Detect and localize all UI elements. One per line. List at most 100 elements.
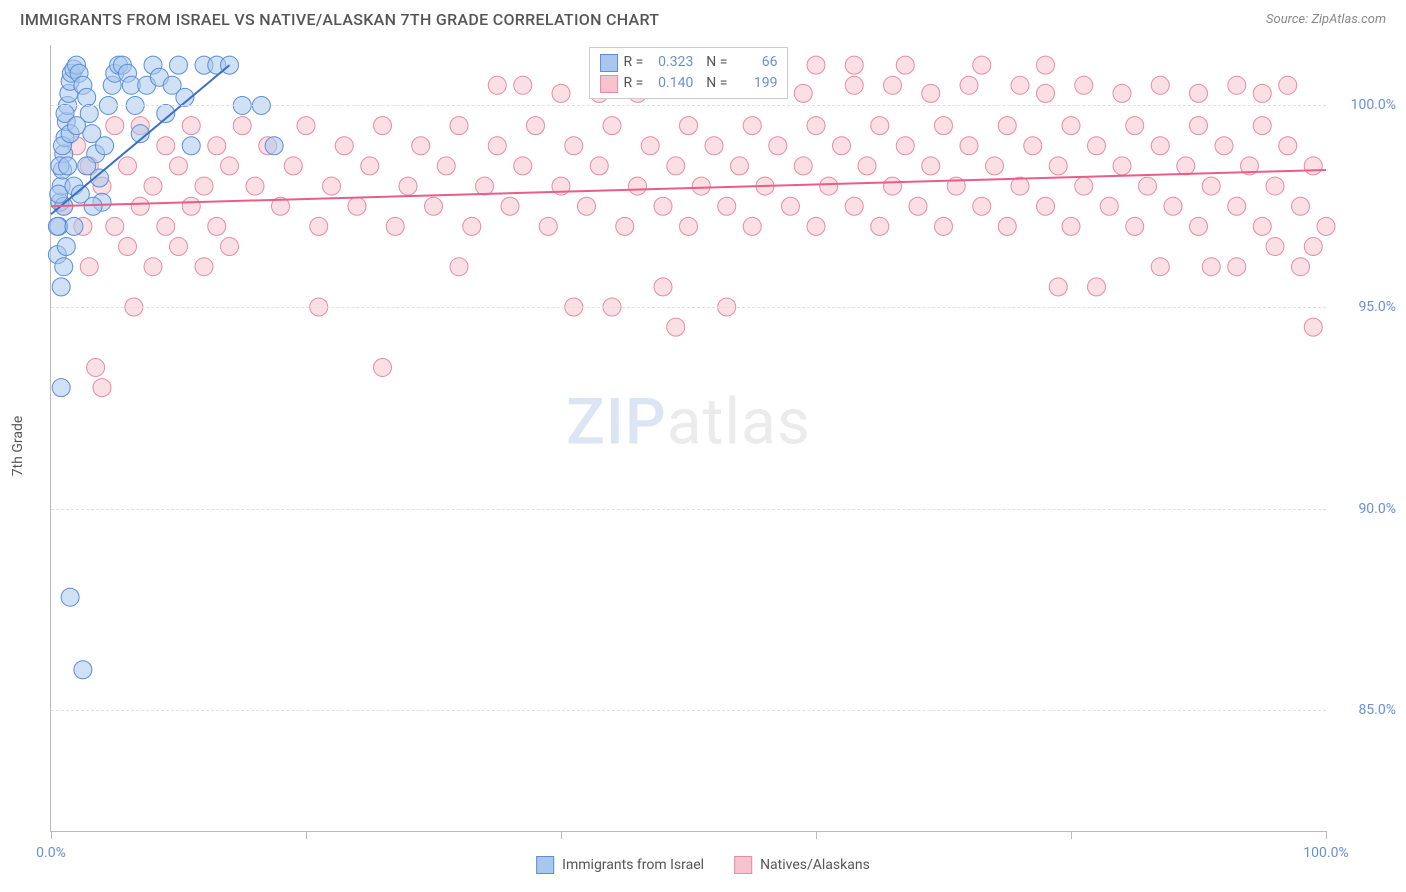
natives-point [361, 157, 379, 175]
natives-legend-label: Natives/Alaskans [760, 857, 870, 873]
natives-point [552, 84, 570, 102]
natives-point [310, 217, 328, 235]
natives-point [807, 117, 825, 135]
israel-point [84, 197, 102, 215]
israel-point [265, 137, 283, 155]
natives-point [616, 217, 634, 235]
natives-point [1228, 76, 1246, 94]
israel-point [170, 56, 188, 74]
natives-point [960, 137, 978, 155]
natives-swatch [600, 75, 618, 93]
natives-point [437, 157, 455, 175]
stats-n-label: N = [699, 73, 727, 94]
natives-point [463, 217, 481, 235]
natives-point [374, 358, 392, 376]
natives-point [578, 197, 596, 215]
natives-point [221, 238, 239, 256]
natives-point [705, 137, 723, 155]
natives-point [1151, 76, 1169, 94]
natives-point [922, 157, 940, 175]
natives-point [1049, 278, 1067, 296]
natives-point [998, 217, 1016, 235]
natives-point [348, 197, 366, 215]
natives-point [935, 117, 953, 135]
stats-n-value: 66 [733, 52, 777, 73]
natives-point [871, 117, 889, 135]
x-tick [561, 831, 562, 839]
natives-point [1317, 217, 1335, 235]
israel-point [59, 157, 77, 175]
natives-point [144, 258, 162, 276]
natives-point [1253, 117, 1271, 135]
natives-point [743, 217, 761, 235]
natives-point [221, 157, 239, 175]
x-tick [816, 831, 817, 839]
stats-n-label: N = [699, 52, 727, 73]
stats-row-israel: R =0.323 N =66 [600, 52, 778, 73]
natives-point [680, 117, 698, 135]
natives-point [641, 137, 659, 155]
source-name: ZipAtlas.com [1311, 12, 1386, 27]
grid-line [51, 509, 1326, 510]
natives-point [323, 177, 341, 195]
natives-point [335, 137, 353, 155]
natives-point [131, 197, 149, 215]
natives-point [1177, 157, 1195, 175]
natives-point [1151, 137, 1169, 155]
natives-point [399, 177, 417, 195]
israel-legend-label: Immigrants from Israel [562, 857, 704, 873]
natives-point [157, 217, 175, 235]
natives-point [208, 137, 226, 155]
x-tick [306, 831, 307, 839]
natives-point [884, 177, 902, 195]
natives-point [182, 117, 200, 135]
chart-header: IMMIGRANTS FROM ISRAEL VS NATIVE/ALASKAN… [0, 0, 1406, 37]
chart-source: Source: ZipAtlas.com [1266, 12, 1386, 27]
natives-point [1164, 197, 1182, 215]
natives-point [986, 157, 1004, 175]
natives-point [565, 137, 583, 155]
natives-point [1049, 157, 1067, 175]
natives-point [1266, 177, 1284, 195]
bottom-legend: Immigrants from Israel Natives/Alaskans [536, 856, 870, 874]
natives-point [233, 117, 251, 135]
natives-point [1139, 177, 1157, 195]
natives-point [1190, 217, 1208, 235]
natives-point [960, 76, 978, 94]
natives-point [845, 197, 863, 215]
natives-point [1075, 76, 1093, 94]
grid-line [51, 710, 1326, 711]
natives-point [845, 56, 863, 74]
israel-swatch [600, 54, 618, 72]
natives-point [1292, 258, 1310, 276]
natives-point [1037, 197, 1055, 215]
israel-point [57, 238, 75, 256]
grid-line [51, 105, 1326, 106]
stats-n-value: 199 [733, 73, 777, 94]
y-axis-label: 7th Grade [10, 416, 26, 477]
israel-legend-swatch [536, 856, 554, 874]
natives-point [1113, 84, 1131, 102]
israel-point [52, 278, 70, 296]
stats-row-natives: R =0.140 N =199 [600, 73, 778, 94]
natives-point [1266, 238, 1284, 256]
x-tick [1071, 831, 1072, 839]
natives-point [590, 157, 608, 175]
natives-point [1253, 84, 1271, 102]
natives-point [1024, 137, 1042, 155]
natives-point [182, 197, 200, 215]
natives-point [1113, 157, 1131, 175]
x-tick-label: 0.0% [36, 845, 66, 861]
natives-legend-swatch [734, 856, 752, 874]
natives-point [106, 117, 124, 135]
natives-point [195, 258, 213, 276]
natives-point [1292, 197, 1310, 215]
natives-point [106, 217, 124, 235]
natives-point [1253, 217, 1271, 235]
natives-point [794, 157, 812, 175]
natives-point [87, 358, 105, 376]
stats-r-value: 0.323 [649, 52, 693, 73]
israel-point [48, 217, 66, 235]
israel-point [68, 117, 86, 135]
natives-point [1202, 177, 1220, 195]
